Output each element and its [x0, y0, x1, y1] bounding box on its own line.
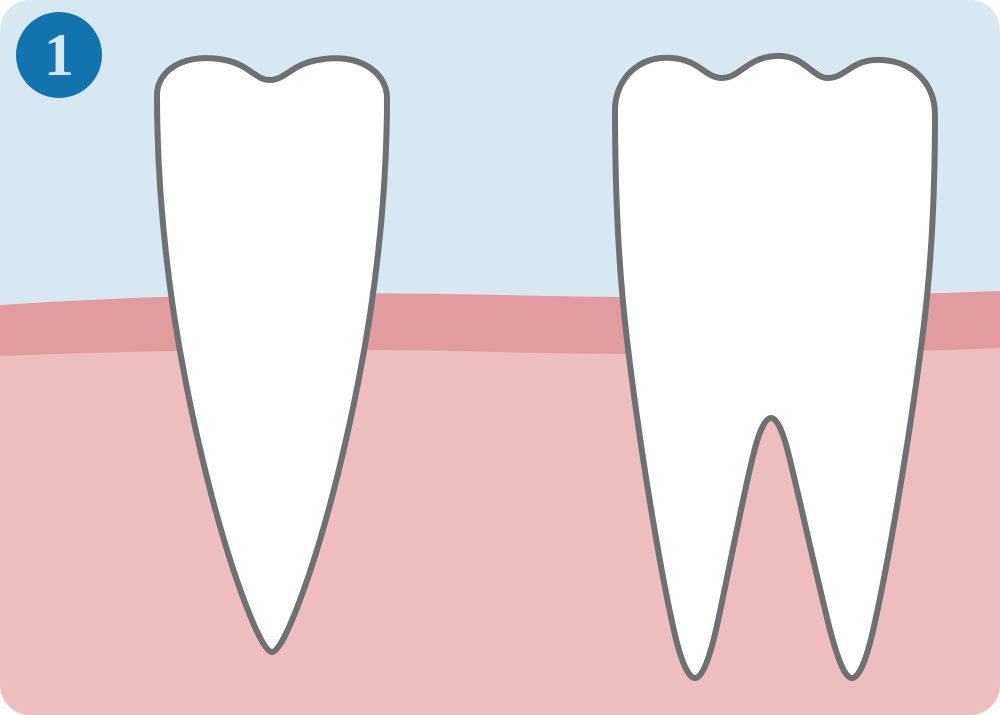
step-number: 1 [44, 21, 74, 90]
diagram-svg [0, 0, 1000, 715]
dental-diagram: 1 [0, 0, 1000, 715]
step-badge: 1 [16, 12, 102, 98]
